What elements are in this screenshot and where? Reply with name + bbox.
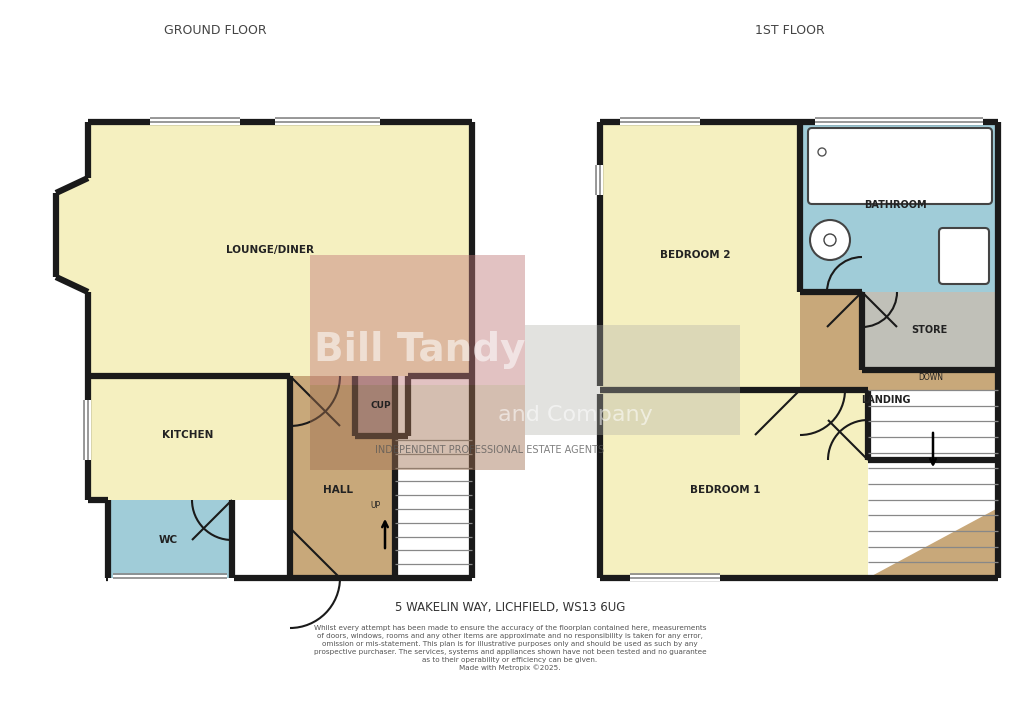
Bar (310, 385, 525, 470)
Polygon shape (867, 508, 997, 578)
Text: 1ST FLOOR: 1ST FLOOR (754, 24, 824, 37)
Bar (861, 292, 997, 370)
Bar (599, 390, 867, 578)
Text: Bill Tandy: Bill Tandy (314, 331, 525, 369)
Text: BATHROOM: BATHROOM (863, 200, 925, 210)
Bar (814, 119, 982, 125)
Polygon shape (799, 292, 997, 460)
Bar (310, 255, 525, 385)
Text: CUP: CUP (370, 402, 391, 410)
Bar (867, 390, 997, 578)
Bar (108, 500, 231, 578)
Circle shape (809, 220, 849, 260)
Circle shape (823, 234, 836, 246)
Bar (88, 122, 472, 376)
Text: BEDROOM 1: BEDROOM 1 (689, 485, 759, 495)
Bar (620, 119, 699, 125)
Polygon shape (56, 178, 88, 292)
Bar (599, 122, 799, 390)
Text: HALL: HALL (323, 485, 353, 495)
Bar (88, 376, 289, 500)
Bar (150, 119, 239, 125)
Text: 5 WAKELIN WAY, LICHFIELD, WS13 6UG: 5 WAKELIN WAY, LICHFIELD, WS13 6UG (394, 601, 625, 614)
Bar (799, 122, 997, 292)
Text: and Company: and Company (497, 405, 652, 425)
Bar (355, 376, 408, 436)
Text: KITCHEN: KITCHEN (162, 430, 213, 440)
FancyBboxPatch shape (938, 228, 988, 284)
Bar (630, 575, 719, 581)
Text: LANDING: LANDING (860, 395, 910, 405)
Text: STORE: STORE (910, 325, 947, 335)
Text: GROUND FLOOR: GROUND FLOOR (163, 24, 266, 37)
Text: DOWN: DOWN (917, 374, 943, 382)
Text: LOUNGE/DINER: LOUNGE/DINER (226, 245, 314, 255)
Text: BEDROOM 2: BEDROOM 2 (659, 250, 730, 260)
Bar (525, 325, 739, 435)
Text: INDEPENDENT PROFESSIONAL ESTATE AGENTS: INDEPENDENT PROFESSIONAL ESTATE AGENTS (375, 445, 604, 455)
Text: UP: UP (370, 502, 380, 510)
Bar (394, 376, 472, 578)
Bar (85, 400, 91, 460)
Bar (113, 575, 227, 581)
Text: Whilst every attempt has been made to ensure the accuracy of the floorplan conta: Whilst every attempt has been made to en… (314, 624, 705, 672)
Polygon shape (289, 376, 394, 578)
FancyBboxPatch shape (807, 128, 991, 204)
Circle shape (817, 148, 825, 156)
Text: WC: WC (158, 535, 177, 545)
Bar (275, 119, 380, 125)
Bar (596, 165, 602, 195)
